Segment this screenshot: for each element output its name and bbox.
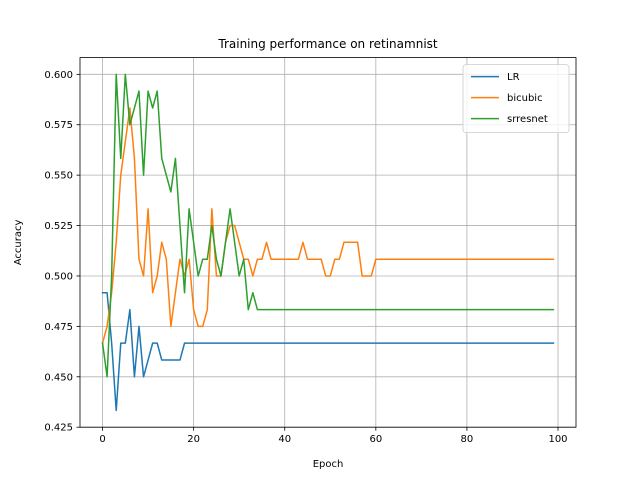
x-axis-label: Epoch [313,459,344,470]
x-axis-ticks: 0 20 40 60 80 100 [99,427,568,445]
legend: LR bicubic srresnet [462,64,570,133]
x-tick-label: 80 [461,434,474,445]
plot-frame [79,57,577,428]
y-tick-label: 0.575 [44,120,73,131]
series-lines [101,73,555,412]
y-tick-label: 0.600 [44,70,73,81]
x-tick-label: 100 [548,434,567,445]
legend-box [462,64,570,133]
legend-label: LR [507,72,520,83]
chart-title: Training performance on retinamnist [217,37,438,51]
y-tick-label: 0.450 [44,372,73,383]
y-axis-ticks: 0.425 0.450 0.475 0.500 0.525 0.550 0.575 0.600 [44,70,80,434]
x-tick-label: 20 [187,434,200,445]
x-tick-label: 40 [278,434,291,445]
y-tick-label: 0.475 [44,322,73,333]
y-tick-label: 0.550 [44,171,73,182]
x-tick-label: 0 [99,434,105,445]
series-line-LR [101,291,555,412]
series-line-bicubic [101,107,555,345]
y-tick-label: 0.500 [44,271,73,282]
legend-label: srresnet [507,114,548,125]
series-line-srresnet [101,73,555,378]
y-tick-label: 0.525 [44,221,73,232]
y-tick-label: 0.425 [44,423,73,434]
x-tick-label: 60 [369,434,382,445]
y-axis-label: Accuracy [13,219,24,265]
legend-label: bicubic [507,93,543,104]
